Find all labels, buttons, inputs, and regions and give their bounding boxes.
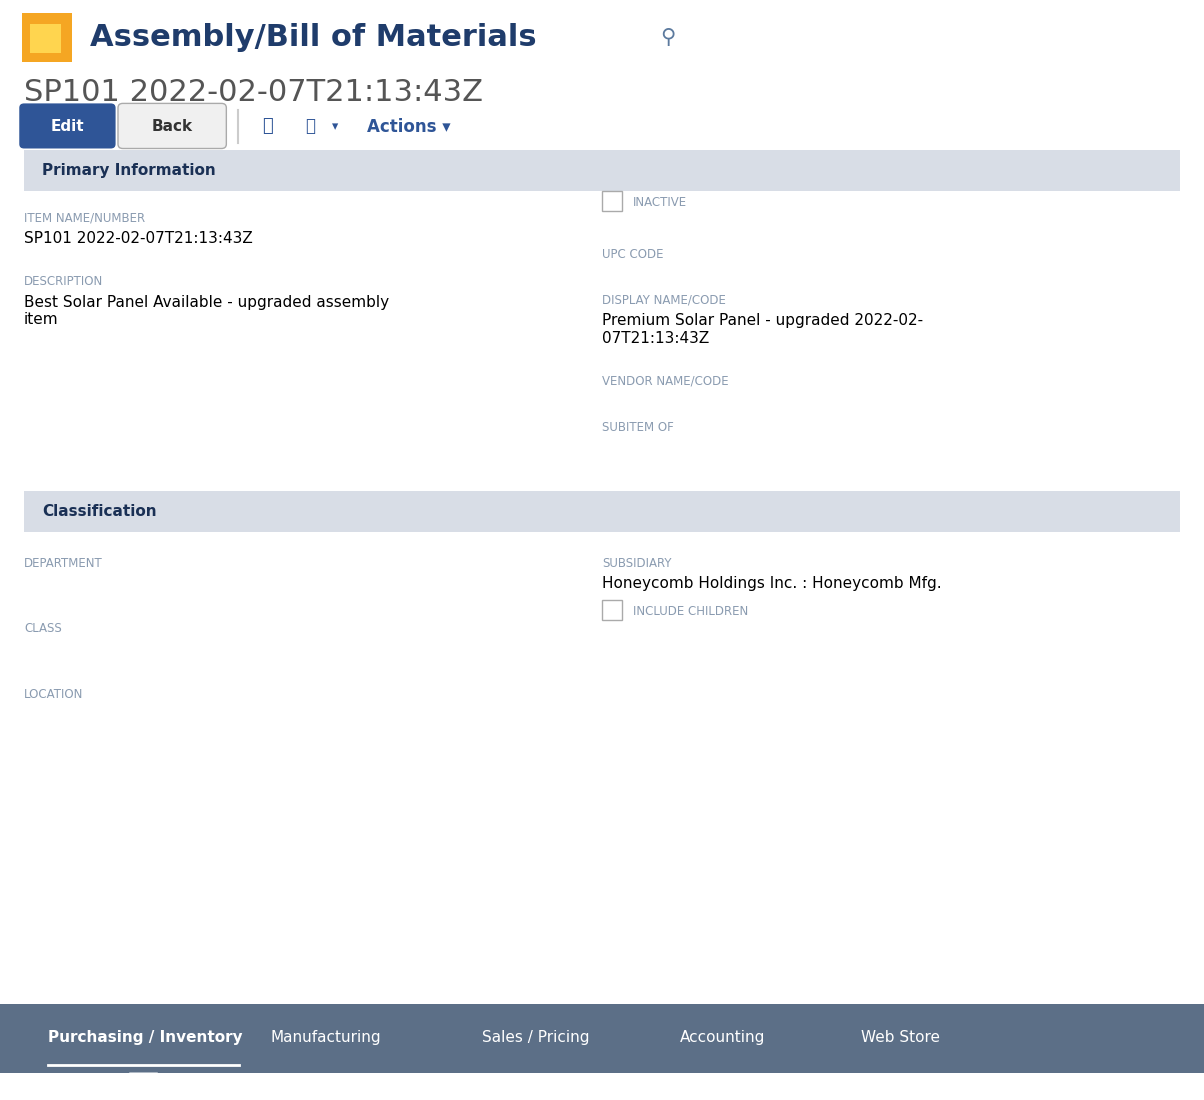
Text: VENDOR NAME/CODE: VENDOR NAME/CODE (602, 374, 728, 387)
Text: INACTIVE: INACTIVE (633, 196, 687, 209)
Text: ⚲: ⚲ (660, 28, 675, 47)
Text: INCLUDE CHILDREN: INCLUDE CHILDREN (633, 605, 749, 618)
Text: SUBSIDIARY: SUBSIDIARY (602, 557, 672, 570)
Text: ITEM NAME/NUMBER: ITEM NAME/NUMBER (24, 211, 146, 224)
Text: Primary Information: Primary Information (42, 163, 216, 178)
Bar (24, 150, 1180, 191)
Text: SP101 2022-02-07T21:13:43Z: SP101 2022-02-07T21:13:43Z (24, 231, 253, 246)
Text: Honeycomb Holdings Inc. : Honeycomb Mfg.: Honeycomb Holdings Inc. : Honeycomb Mfg. (602, 576, 942, 592)
Text: Classification: Classification (42, 504, 157, 519)
Text: ▾: ▾ (331, 120, 338, 133)
Bar (602, 600, 622, 620)
Bar (22, 13, 72, 62)
Text: SP101 2022-02-07T21:13:43Z: SP101 2022-02-07T21:13:43Z (24, 78, 483, 107)
Text: 📋: 📋 (306, 118, 315, 135)
Polygon shape (129, 1072, 158, 1090)
Bar (24, 491, 1180, 532)
Text: Web Store: Web Store (861, 1030, 940, 1045)
Bar (602, 190, 622, 211)
Text: Edit: Edit (51, 119, 84, 134)
Bar (0, 1004, 1204, 1072)
Text: DISPLAY NAME/CODE: DISPLAY NAME/CODE (602, 294, 726, 307)
Text: LOCATION: LOCATION (24, 688, 83, 701)
FancyBboxPatch shape (19, 103, 116, 148)
Text: Sales / Pricing: Sales / Pricing (482, 1030, 589, 1045)
Text: Assembly/Bill of Materials: Assembly/Bill of Materials (90, 23, 537, 52)
Text: Manufacturing: Manufacturing (271, 1030, 382, 1045)
Text: CLASS: CLASS (24, 621, 61, 635)
Bar (30, 24, 61, 53)
Text: Accounting: Accounting (680, 1030, 766, 1045)
Text: Premium Solar Panel - upgraded 2022-02-
07T21:13:43Z: Premium Solar Panel - upgraded 2022-02- … (602, 314, 923, 345)
Text: UPC CODE: UPC CODE (602, 248, 663, 261)
Text: SUBITEM OF: SUBITEM OF (602, 421, 674, 434)
Text: 🖨: 🖨 (262, 118, 272, 135)
Text: Back: Back (152, 119, 193, 134)
Text: Purchasing / Inventory: Purchasing / Inventory (48, 1030, 243, 1045)
Text: DESCRIPTION: DESCRIPTION (24, 275, 104, 288)
FancyBboxPatch shape (118, 103, 226, 148)
Text: DEPARTMENT: DEPARTMENT (24, 557, 102, 570)
Text: Actions ▾: Actions ▾ (367, 118, 450, 135)
Text: Best Solar Panel Available - upgraded assembly
item: Best Solar Panel Available - upgraded as… (24, 295, 389, 327)
